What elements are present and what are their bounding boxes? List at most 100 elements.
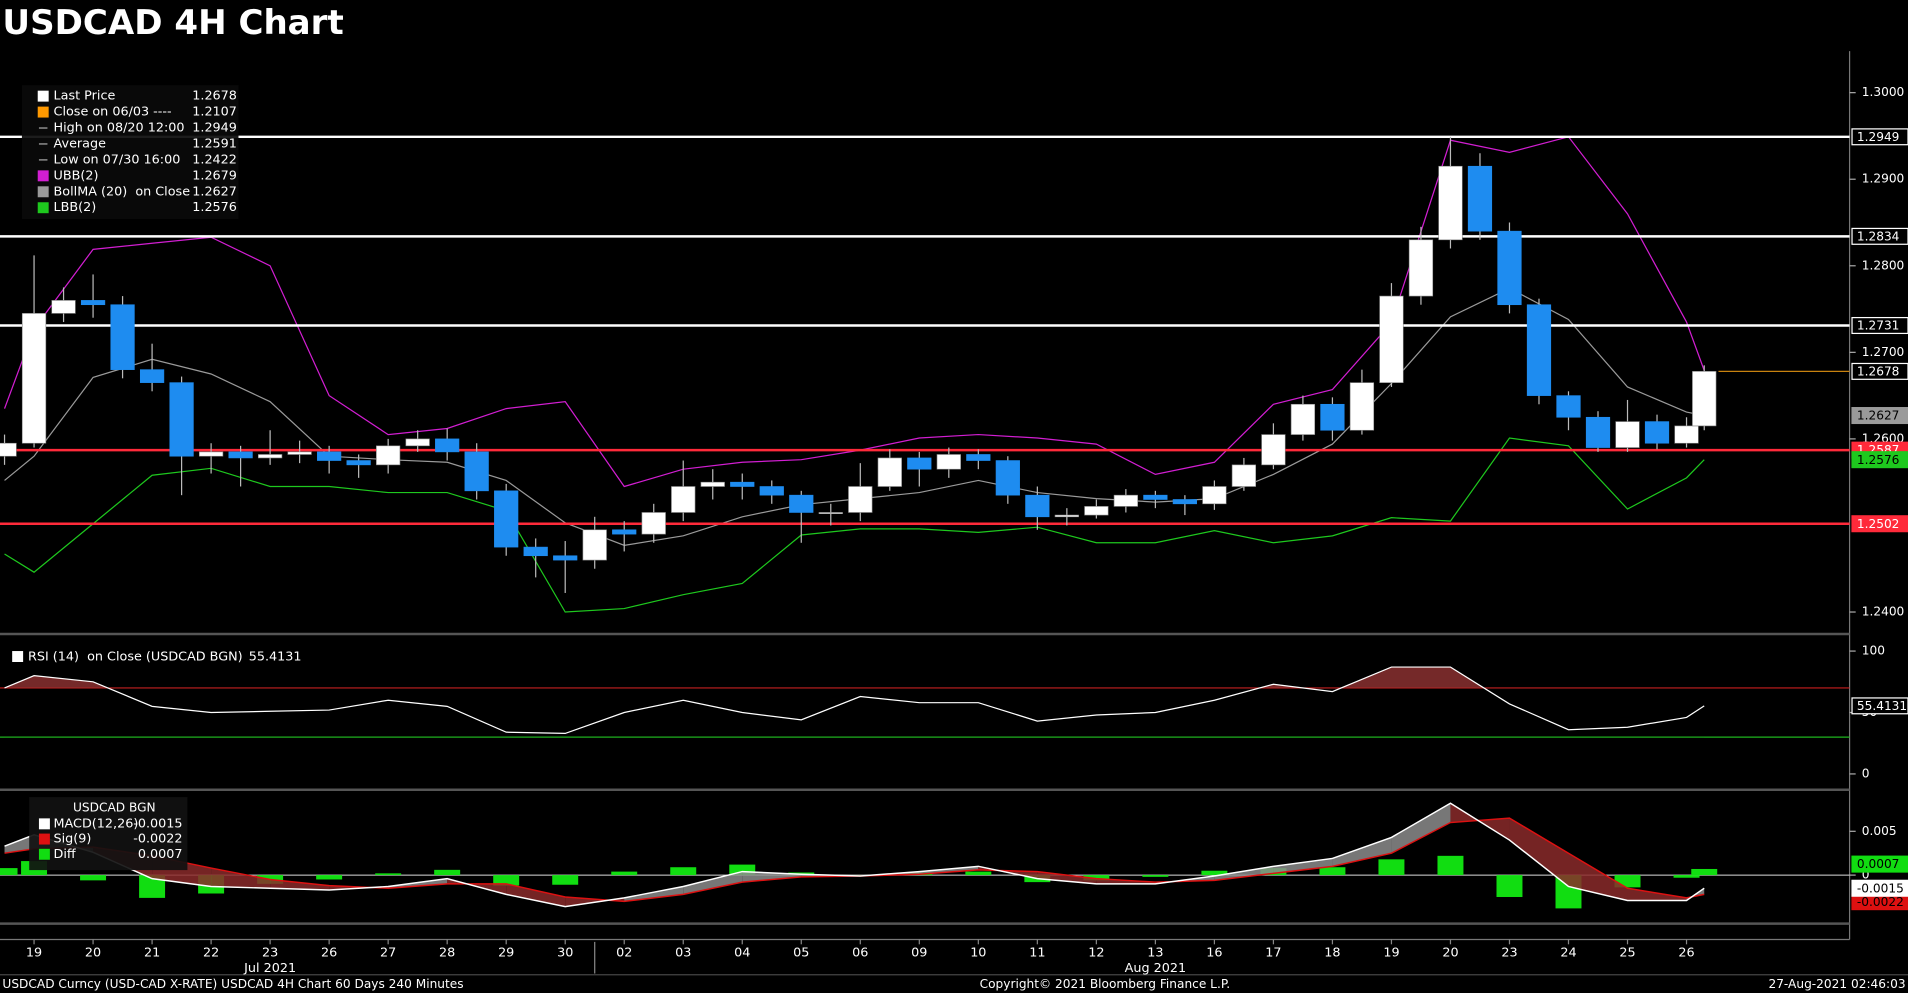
x-tick-label: 02 — [616, 945, 632, 960]
x-tick-label: 26 — [321, 945, 337, 960]
x-tick-label: 19 — [1383, 945, 1399, 960]
diff-bar — [80, 875, 107, 881]
candle-body — [51, 300, 76, 314]
candle-body — [818, 512, 843, 514]
legend-label: Low on 07/30 16:00 — [54, 152, 181, 167]
candle-body — [80, 300, 106, 306]
legend-background — [29, 797, 188, 871]
x-tick-label: 03 — [675, 945, 691, 960]
candle-body — [435, 438, 460, 453]
footer-right: 27-Aug-2021 02:46:03 — [1768, 977, 1905, 991]
candle-body — [700, 481, 725, 487]
candle-body — [759, 486, 784, 496]
bollinger-band — [4, 437, 1705, 613]
candle-body — [1467, 165, 1493, 232]
candle-body — [169, 382, 194, 457]
diff-bar — [1673, 875, 1700, 878]
x-tick-label: 19 — [26, 945, 42, 960]
diff-bar — [1691, 868, 1718, 876]
candle-body — [641, 512, 666, 535]
rsi-legend-value: 55.4131 — [249, 650, 302, 665]
legend: Last Price 1.2678 Close on 06/03 ---- 1.210… — [21, 85, 239, 220]
legend-label: BollMA (20) on Close — [54, 184, 191, 199]
value-box-label: 1.2949 — [1857, 130, 1900, 144]
candle-body — [1408, 239, 1434, 297]
candle-body — [1025, 494, 1050, 518]
macd-signal-fill — [4, 834, 35, 854]
legend-swatch — [37, 90, 49, 102]
value-box-label: 1.2502 — [1857, 517, 1900, 531]
candle-body — [907, 457, 932, 470]
candle-body — [494, 490, 519, 548]
y-tick-label: 1.2900 — [1862, 172, 1905, 186]
candle-body — [966, 454, 991, 461]
legend-value: 1.2591 — [192, 136, 237, 151]
legend-label: Sig(9) — [54, 832, 92, 847]
legend-value: -0.0015 — [133, 816, 182, 831]
candle-body — [612, 529, 637, 535]
candle-body — [1290, 403, 1316, 435]
value-box — [1851, 879, 1908, 897]
macd-signal-fill — [506, 883, 566, 907]
candle-body — [1084, 506, 1109, 516]
legend-label: Close on 06/03 ---- — [54, 105, 172, 120]
legend-value: 1.2627 — [192, 184, 237, 199]
x-tick-label: 30 — [557, 945, 573, 960]
chart-title: USDCAD 4H Chart — [2, 3, 343, 43]
candle-body — [287, 451, 312, 455]
legend-swatch — [37, 106, 49, 118]
value-box — [1851, 451, 1908, 469]
value-box-label: 1.2627 — [1857, 409, 1900, 423]
legend-swatch — [37, 170, 49, 182]
candle-body — [198, 451, 224, 457]
x-tick-label: 21 — [144, 945, 160, 960]
x-tick-label: 28 — [439, 945, 455, 960]
candle-body — [1674, 425, 1699, 444]
value-box-label: -0.0022 — [1857, 895, 1904, 909]
value-box-label: 1.2834 — [1857, 229, 1900, 243]
diff-bar — [1496, 875, 1523, 898]
candle-body — [1143, 494, 1168, 500]
candle-body — [995, 460, 1020, 496]
value-box — [1851, 515, 1908, 533]
value-box — [1851, 407, 1908, 425]
value-box — [1851, 128, 1908, 146]
legend-swatch — [38, 833, 50, 845]
diff-bar — [670, 867, 697, 876]
value-box-label: 1.2576 — [1857, 453, 1900, 467]
rsi-legend-label: RSI (14) on Close (USDCAD BGN) — [28, 650, 243, 665]
macd-signal-fill — [211, 868, 271, 889]
diff-bar — [316, 875, 343, 880]
macd-line — [4, 802, 1705, 908]
macd-signal-fill — [1568, 853, 1628, 901]
candle-body — [376, 445, 401, 466]
macd-signal-fill — [683, 871, 743, 895]
candle-body — [936, 454, 961, 470]
candle-body — [582, 529, 607, 561]
candle-body — [1054, 514, 1079, 518]
x-tick-label: 09 — [911, 945, 927, 960]
diff-bar — [1142, 875, 1169, 877]
legend-swatch — [37, 186, 49, 198]
x-tick-label: 22 — [203, 945, 219, 960]
x-month-label: Aug 2021 — [1125, 961, 1186, 976]
diff-bar — [1319, 867, 1346, 876]
diff-bar — [611, 871, 638, 876]
y-tick-label: 0 — [1862, 868, 1870, 882]
y-tick-label: 1.2700 — [1862, 345, 1905, 359]
x-tick-label: 10 — [970, 945, 986, 960]
legend-value: 1.2422 — [192, 152, 237, 167]
diff-bar — [375, 873, 402, 876]
legend-label: High on 08/20 12:00 — [54, 121, 185, 136]
x-tick-label: 06 — [852, 945, 868, 960]
legend-value: 1.2576 — [192, 200, 237, 215]
diff-bar — [965, 871, 992, 876]
candle-body — [1644, 421, 1670, 444]
value-box-label: 0.0007 — [1857, 857, 1900, 871]
candle-body — [346, 460, 371, 466]
legend-value: 1.2678 — [192, 89, 237, 104]
candle-body — [1556, 395, 1581, 418]
candle-body — [464, 451, 489, 492]
candle-body — [523, 546, 548, 557]
